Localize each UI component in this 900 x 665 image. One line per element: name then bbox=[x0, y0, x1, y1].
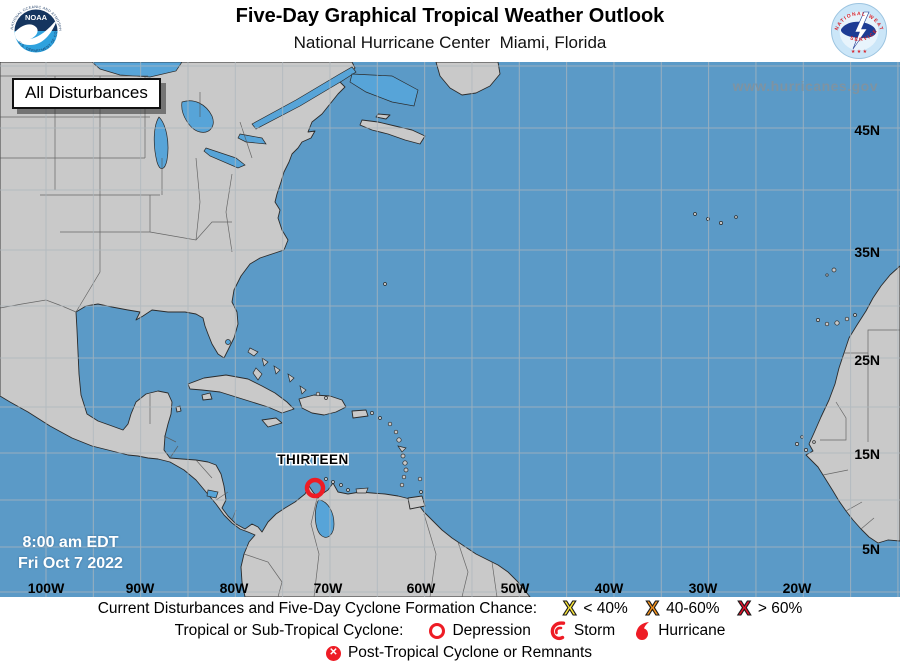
storm-name-label: THIRTEEN bbox=[277, 452, 349, 467]
formation-chance-x-icon: X bbox=[645, 598, 660, 620]
jamaica bbox=[261, 417, 283, 428]
formation-chance-x-icon: X bbox=[562, 598, 577, 620]
lake-michigan bbox=[153, 116, 169, 169]
islands bbox=[247, 212, 857, 494]
legend-line1-items: X < 40% X 40-60% X > 60% bbox=[545, 598, 803, 620]
tropical-storm-icon bbox=[550, 621, 566, 641]
lon-label-30W: 30W bbox=[688, 580, 718, 596]
storm-marker-group[interactable]: THIRTEEN bbox=[276, 451, 350, 499]
lake-okeechobee bbox=[225, 339, 231, 345]
cyclone-type-item-1: Storm bbox=[549, 621, 615, 641]
formation-chance-x-icon: X bbox=[737, 598, 751, 620]
post-tropical-item-0-label: Post-Tropical Cyclone or Remnants bbox=[347, 644, 593, 661]
lon-label-20W: 20W bbox=[782, 580, 812, 596]
hurricane-icon bbox=[636, 622, 650, 640]
formation-chance-item-1-label: 40-60% bbox=[666, 600, 720, 617]
lake-nicaragua bbox=[206, 489, 219, 499]
lon-label-40W: 40W bbox=[594, 580, 624, 596]
lat-label-5N: 5N bbox=[862, 541, 880, 557]
legend-line3-items: ✕ Post-Tropical Cyclone or Remnants bbox=[308, 644, 592, 662]
legend-line1-label: Current Disturbances and Five-Day Cyclon… bbox=[97, 600, 538, 617]
timestamp-date: Fri Oct 7 2022 bbox=[18, 555, 123, 572]
cyclone-type-item-0: Depression bbox=[429, 622, 531, 640]
lon-label-80W: 80W bbox=[219, 580, 249, 596]
nws-logo-icon: NATIONAL WEATHER SERVICE ★ ★ ★ bbox=[828, 0, 887, 59]
noaa-logo-icon: NOAA NATIONAL OCEANIC AND ATMOSPHERIC AD… bbox=[5, 0, 64, 59]
lake-erie bbox=[203, 147, 246, 169]
page-title: Five-Day Graphical Tropical Weather Outl… bbox=[235, 5, 665, 27]
lon-label-60W: 60W bbox=[406, 580, 436, 596]
post-tropical-item-0: ✕ Post-Tropical Cyclone or Remnants bbox=[325, 644, 593, 662]
legend-line-post-tropical: ✕ Post-Tropical Cyclone or Remnants bbox=[0, 643, 900, 664]
lat-label-25N: 25N bbox=[854, 352, 880, 368]
header: NOAA NATIONAL OCEANIC AND ATMOSPHERIC AD… bbox=[0, 0, 900, 62]
lon-label-50W: 50W bbox=[500, 580, 530, 596]
hispaniola bbox=[298, 394, 347, 416]
noaa-logo: NOAA NATIONAL OCEANIC AND ATMOSPHERIC AD… bbox=[5, 0, 65, 60]
formation-chance-item-1: X 40-60% bbox=[645, 598, 720, 620]
cyclone-type-item-2-label: Hurricane bbox=[658, 622, 726, 639]
lon-label-70W: 70W bbox=[313, 580, 343, 596]
all-disturbances-label: All Disturbances bbox=[12, 78, 161, 109]
cyclone-type-item-2: Hurricane bbox=[633, 621, 725, 641]
legend-line-cyclone-types: Tropical or Sub-Tropical Cyclone: Depres… bbox=[0, 621, 900, 642]
hurricanes-gov-watermark: www.hurricanes.gov bbox=[732, 78, 878, 94]
map-timestamp: 8:00 am EDT Fri Oct 7 2022 bbox=[18, 532, 123, 574]
page-subtitle: National Hurricane Center Miami, Florida bbox=[293, 33, 607, 52]
graticule-gridlines bbox=[0, 62, 900, 597]
formation-chance-item-0: X < 40% bbox=[562, 598, 628, 620]
cyclone-type-item-1-label: Storm bbox=[573, 622, 616, 639]
lat-label-15N: 15N bbox=[854, 446, 880, 462]
lat-label-45N: 45N bbox=[854, 122, 880, 138]
legend-line2-label: Tropical or Sub-Tropical Cyclone: bbox=[174, 622, 404, 639]
puerto-rico bbox=[351, 409, 369, 419]
nws-logo-stars: ★ ★ ★ bbox=[851, 49, 868, 55]
lon-label-100W: 100W bbox=[27, 580, 65, 596]
cuba bbox=[187, 374, 295, 414]
nws-logo: NATIONAL WEATHER SERVICE ★ ★ ★ bbox=[828, 0, 888, 60]
legend: Current Disturbances and Five-Day Cyclon… bbox=[0, 597, 900, 665]
noaa-logo-text: NOAA bbox=[25, 13, 48, 22]
legend-line-formation-chance: Current Disturbances and Five-Day Cyclon… bbox=[0, 598, 900, 620]
post-tropical-icon: ✕ bbox=[325, 645, 341, 661]
legend-line2-items: Depression Storm Hurricane bbox=[411, 621, 725, 641]
cyclone-type-item-0-label: Depression bbox=[452, 622, 531, 639]
gulf-st-lawrence bbox=[349, 73, 419, 107]
lat-label-35N: 35N bbox=[854, 244, 880, 260]
outlook-map[interactable]: THIRTEEN All Disturbances www.hurricanes… bbox=[0, 62, 900, 597]
formation-chance-item-2-label: > 60% bbox=[757, 600, 803, 617]
borders bbox=[0, 75, 900, 597]
storm-depression-marker[interactable] bbox=[304, 477, 326, 499]
depression-icon bbox=[429, 623, 446, 639]
formation-chance-item-2: X > 60% bbox=[737, 598, 803, 620]
formation-chance-item-0-label: < 40% bbox=[583, 600, 628, 617]
timestamp-time: 8:00 am EDT bbox=[22, 534, 119, 551]
basemap-svg: THIRTEEN bbox=[0, 62, 900, 597]
lake-maracaibo bbox=[314, 499, 335, 538]
lon-label-90W: 90W bbox=[125, 580, 155, 596]
